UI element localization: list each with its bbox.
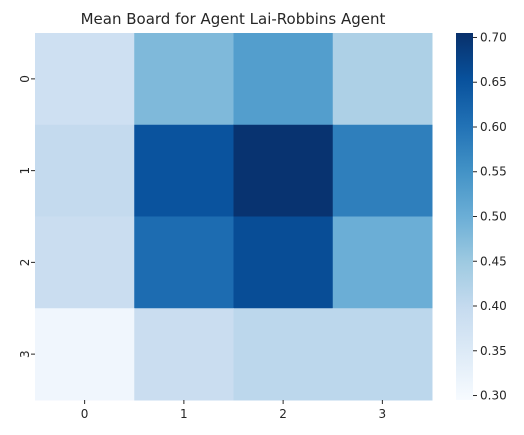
chart-title: Mean Board for Agent Lai-Robbins Agent: [81, 10, 386, 28]
heatmap-cell-r3-c2: [233, 308, 334, 401]
heatmap-cell-r2-c3: [332, 216, 433, 309]
heatmap-cell-r3-c0: [35, 308, 135, 401]
colorbar-tick-label: 0.40: [480, 299, 507, 313]
colorbar-tick-label: 0.70: [480, 30, 507, 44]
heatmap-cell-r1-c0: [35, 124, 135, 217]
colorbar: 0.30 0.35 0.40 0.45 0.50 0.55 0.60 0.65 0.70: [456, 30, 507, 403]
heatmap-cell-r2-c0: [35, 216, 135, 309]
heatmap-cell-r0-c1: [134, 33, 234, 126]
colorbar-tick-label: 0.30: [480, 389, 507, 403]
colorbar-tick-label: 0.45: [480, 254, 507, 268]
heatmap-cell-r1-c1: [134, 124, 234, 217]
heatmap-cell-r0-c2: [233, 33, 334, 126]
colorbar-tick-label: 0.50: [480, 210, 507, 224]
heatmap-cell-r0-c3: [332, 33, 433, 126]
heatmap-cell-r2-c2: [233, 216, 334, 309]
colorbar-ticks: 0.30 0.35 0.40 0.45 0.50 0.55 0.60 0.65 0.70: [473, 30, 507, 403]
x-tick-label: 2: [279, 407, 287, 421]
x-tick-label: 1: [180, 407, 188, 421]
heatmap-cell-r1-c2: [233, 124, 334, 217]
x-axis-ticks: 0 1 2 3: [81, 400, 386, 421]
heatmap-cells: [35, 33, 433, 401]
x-tick-label: 3: [379, 407, 387, 421]
y-tick-label: 1: [18, 167, 32, 175]
x-tick-label: 0: [81, 407, 89, 421]
y-axis-ticks: 0 1 2 3: [18, 75, 35, 358]
heatmap-cell-r3-c1: [134, 308, 234, 401]
y-tick-label: 2: [18, 259, 32, 267]
heatmap-cell-r3-c3: [332, 308, 433, 401]
heatmap-cell-r1-c3: [332, 124, 433, 217]
colorbar-tick-label: 0.65: [480, 75, 507, 89]
y-tick-label: 3: [18, 350, 32, 358]
y-tick-label: 0: [18, 75, 32, 83]
colorbar-gradient: [456, 33, 473, 400]
colorbar-tick-label: 0.60: [480, 120, 507, 134]
colorbar-tick-label: 0.35: [480, 344, 507, 358]
colorbar-tick-label: 0.55: [480, 165, 507, 179]
heatmap-cell-r2-c1: [134, 216, 234, 309]
heatmap-cell-r0-c0: [35, 33, 135, 126]
